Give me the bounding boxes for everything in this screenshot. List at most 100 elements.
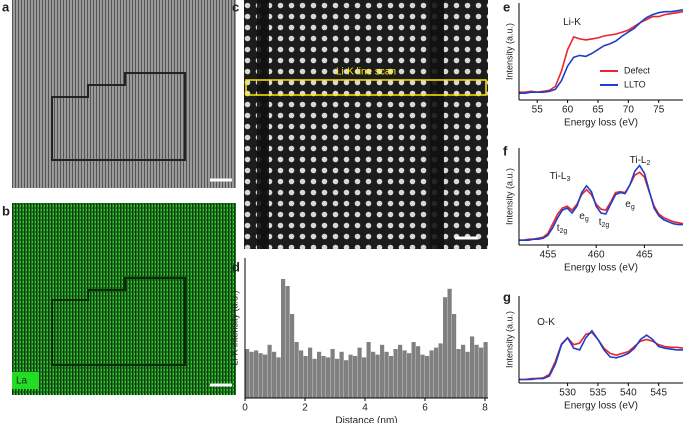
annotation: Ti-L3 [550, 171, 571, 183]
bar [384, 351, 389, 398]
bar [407, 353, 412, 398]
bar [254, 350, 259, 398]
bar [326, 357, 331, 398]
bar [434, 347, 439, 398]
bar [263, 354, 268, 398]
y-axis-label: Intensity (a.u.) [504, 311, 514, 368]
bar [474, 344, 479, 398]
panel-label: a [2, 0, 10, 14]
annotation-subscript: g [631, 204, 635, 211]
x-tick-label: 465 [636, 250, 653, 261]
bar [425, 356, 430, 398]
x-tick-label: 455 [540, 250, 557, 261]
bar [420, 354, 425, 398]
bar [339, 351, 344, 398]
bar [479, 347, 484, 398]
x-tick-label: 0 [242, 403, 248, 414]
bar [357, 347, 362, 398]
annotation: O-K [537, 317, 555, 328]
annotation-text: t [599, 217, 602, 228]
line-series [519, 9, 684, 94]
bar [443, 297, 448, 398]
annotation-text: t [557, 223, 560, 234]
x-tick-label: 2 [302, 403, 308, 414]
x-axis-label: Energy loss (eV) [564, 401, 638, 412]
x-tick-label: 70 [623, 105, 635, 116]
bar [353, 356, 358, 398]
annotation: Li-K [563, 17, 581, 28]
x-tick-label: 8 [482, 403, 488, 414]
bar [344, 360, 349, 398]
bar [456, 349, 461, 398]
bar [470, 336, 475, 398]
bar [294, 342, 299, 398]
annotation: t2g [599, 217, 610, 229]
x-axis-label: Energy loss (eV) [564, 118, 638, 129]
image-annotation: Li-K line scan [336, 67, 396, 78]
bar [452, 314, 457, 398]
bar [285, 286, 290, 398]
bar [389, 356, 394, 398]
bar [312, 358, 317, 398]
x-tick-label: 530 [559, 388, 576, 399]
annotation-subscript: 3 [566, 176, 570, 183]
x-tick-label: 65 [592, 105, 604, 116]
x-tick-label: 460 [588, 250, 605, 261]
bar [438, 343, 443, 398]
bar [402, 350, 407, 398]
bar [317, 351, 322, 398]
bar [245, 349, 250, 398]
bar [429, 350, 434, 398]
image-a [12, 0, 236, 188]
x-tick-label: 4 [362, 403, 368, 414]
y-axis-label: Intensity (a.u.) [504, 168, 514, 225]
image-c [244, 0, 488, 249]
bar [371, 351, 376, 398]
bar [465, 351, 470, 398]
x-tick-label: 75 [653, 105, 665, 116]
x-tick-label: 545 [650, 388, 667, 399]
bar [348, 354, 353, 398]
annotation-text: e [579, 211, 585, 222]
bar [290, 314, 295, 398]
panel-label: b [2, 203, 10, 218]
annotation-subscript: 2g [601, 222, 609, 229]
bar [330, 349, 335, 398]
annotation-text: Ti-L [630, 155, 647, 166]
bar [411, 342, 416, 398]
annotation-text: e [625, 199, 631, 210]
y-axis-label: Intensity (a.u.) [504, 23, 514, 80]
annotation: t2g [557, 223, 568, 235]
bar [281, 279, 286, 398]
x-tick-label: 55 [532, 105, 544, 116]
bar [362, 357, 367, 398]
legend-label: Defect [624, 65, 651, 75]
x-tick-label: 6 [422, 403, 428, 414]
line-series [519, 171, 684, 241]
annotation-subscript: 2g [559, 228, 567, 235]
x-tick-label: 60 [562, 105, 574, 116]
panel-label: d [232, 259, 240, 274]
annotation: eg [579, 211, 589, 223]
bar [249, 351, 254, 398]
image-b [12, 203, 236, 395]
panel-label: e [503, 0, 510, 14]
legend-label: LLTO [624, 79, 646, 89]
x-axis-label: Distance (nm) [335, 416, 397, 423]
annotation-subscript: 2 [646, 160, 650, 167]
line-series [519, 331, 684, 381]
bar [461, 344, 466, 398]
annotation-text: Li-K [563, 17, 581, 28]
bar [380, 344, 385, 398]
bar [366, 342, 371, 398]
x-tick-label: 535 [590, 388, 607, 399]
bar [303, 356, 308, 398]
panel-label: c [232, 0, 239, 14]
bar [416, 346, 421, 398]
bar [335, 358, 340, 398]
annotation-text: Ti-L [550, 171, 567, 182]
annotation: Ti-L2 [630, 155, 651, 167]
bar [276, 357, 281, 398]
line-series [519, 164, 683, 241]
